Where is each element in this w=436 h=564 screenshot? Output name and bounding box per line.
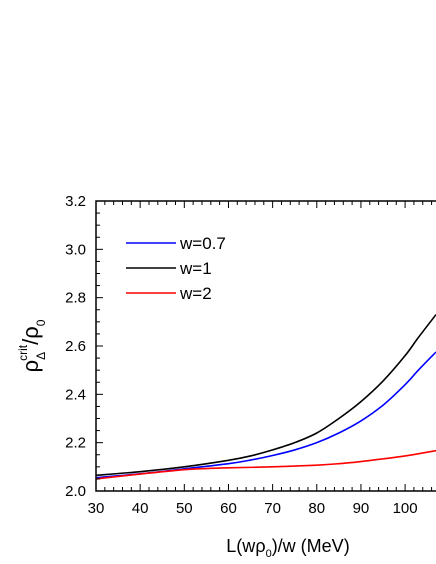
legend: w=0.7 w=1 w=2 (126, 234, 226, 303)
y-tick-label: 2.0 (65, 483, 86, 500)
legend-label-w=0.7: w=0.7 (179, 234, 226, 253)
x-tick-label: 50 (176, 500, 193, 517)
y-axis-title-sub: Δ (34, 352, 48, 360)
ticks-layer: 30 40 50 60 70 80 90 100 2.0 2.2 2.4 2.6 2.8 3.0 3.2 (65, 193, 433, 517)
legend-label-w=2: w=2 (179, 284, 212, 303)
plot-frame (95, 200, 436, 492)
x-tick-label: 100 (393, 500, 418, 517)
x-axis-title-main: L(w (226, 536, 256, 556)
x-axis-title-sub: 0 (266, 548, 272, 560)
series-line-w=0.7 (96, 351, 436, 479)
legend-label-w=1: w=1 (179, 259, 212, 278)
y-axis-title-sup: crit (16, 344, 30, 361)
x-tick-label: 70 (264, 500, 281, 517)
x-axis-title: L(wρ0)/w (MeV) (226, 536, 349, 560)
y-tick-label: 3.0 (65, 241, 86, 258)
y-axis-title: ρΔcrit/ρ0 (16, 319, 48, 372)
y-tick-label: 2.2 (65, 435, 86, 452)
x-tick-label: 60 (220, 500, 237, 517)
y-tick-label: 2.8 (65, 290, 86, 307)
x-tick-label: 80 (308, 500, 325, 517)
y-tick-label: 2.4 (65, 386, 86, 403)
x-axis-title-rest: )/w (MeV) (272, 536, 350, 556)
x-axis-title-rho: ρ (255, 536, 265, 556)
x-tick-label: 30 (88, 500, 105, 517)
y-axis-title-rho: ρ (18, 360, 43, 373)
series-layer (96, 314, 436, 480)
y-tick-label: 3.2 (65, 193, 86, 210)
series-line-w=1 (96, 314, 436, 477)
y-axis-title-slash: / (18, 338, 43, 345)
y-axis-title-sub2: 0 (34, 319, 48, 326)
y-tick-label: 2.6 (65, 338, 86, 355)
y-axis-title-group: ρΔcrit/ρ0 (16, 319, 48, 372)
x-tick-label: 40 (132, 500, 149, 517)
series-line-w=2 (96, 449, 436, 480)
x-tick-label: 90 (353, 500, 370, 517)
y-axis-title-rho2: ρ (18, 326, 43, 339)
